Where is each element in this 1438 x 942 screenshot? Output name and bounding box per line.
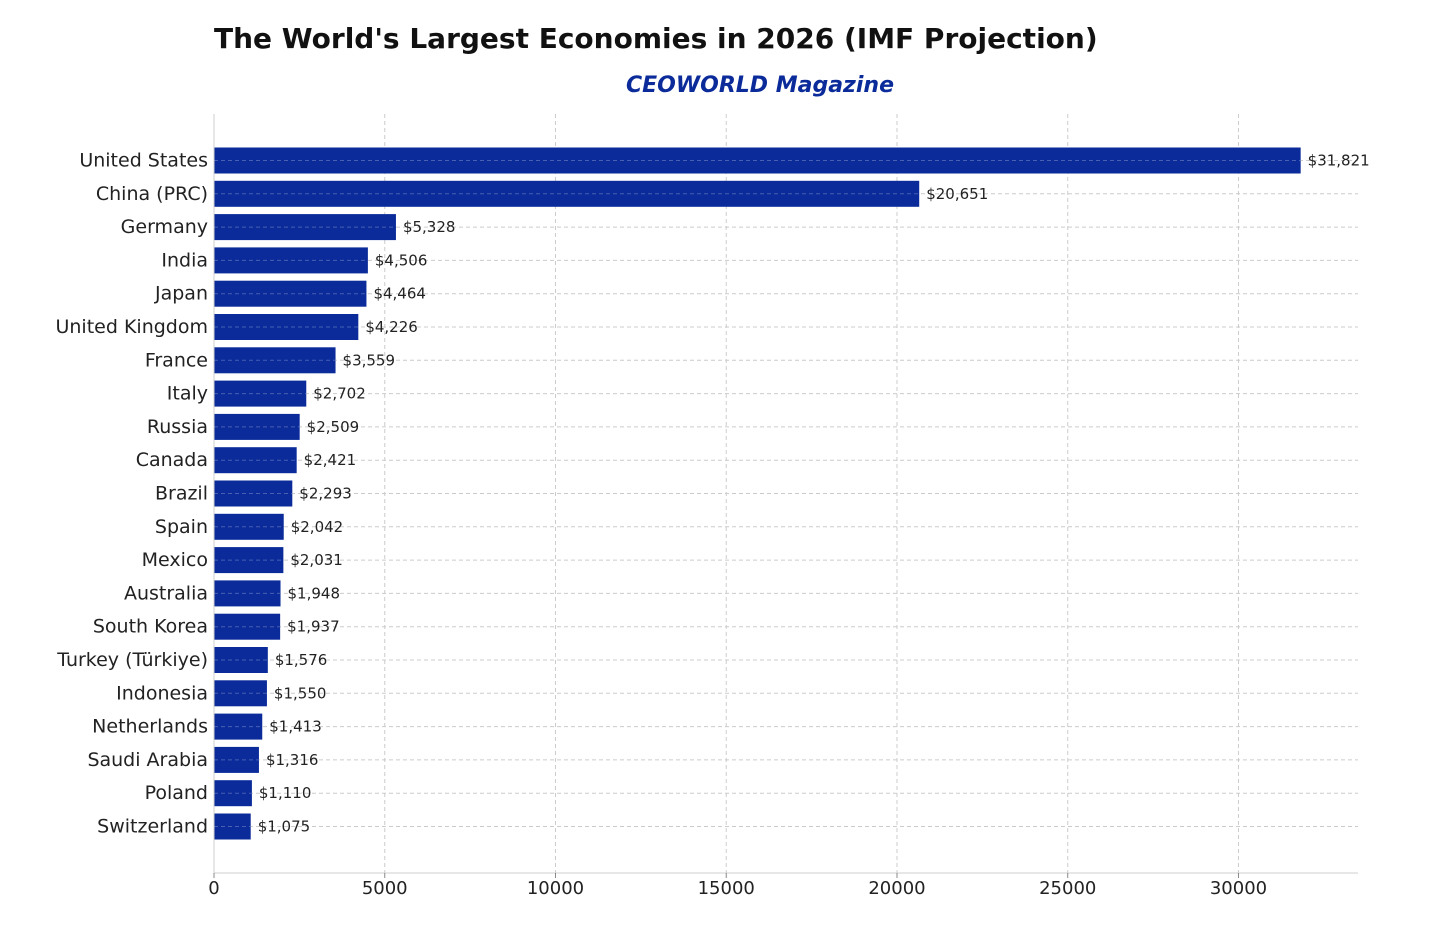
bar (214, 214, 396, 241)
bar (214, 613, 281, 640)
category-label: Netherlands (92, 716, 208, 738)
value-label: $20,651 (926, 185, 988, 203)
bar (214, 447, 297, 474)
value-label: $1,550 (274, 684, 327, 702)
bar (214, 580, 281, 607)
category-label: United States (79, 150, 208, 172)
category-label: Italy (167, 383, 208, 405)
category-label: Saudi Arabia (87, 749, 208, 771)
category-label: France (145, 349, 208, 371)
x-tick-label: 10000 (527, 878, 584, 899)
category-label: Indonesia (116, 682, 208, 704)
value-label: $31,821 (1308, 152, 1370, 170)
value-label: $1,075 (258, 818, 311, 836)
value-label: $1,413 (269, 718, 322, 736)
bar (214, 746, 259, 773)
value-label: $2,509 (307, 418, 360, 436)
category-label: China (PRC) (96, 183, 208, 205)
bar (214, 413, 300, 440)
value-label: $1,948 (288, 584, 341, 602)
bar (214, 147, 1301, 174)
value-label: $4,464 (373, 285, 426, 303)
bar (214, 380, 307, 407)
value-label: $5,328 (403, 218, 456, 236)
value-label: $1,316 (266, 751, 319, 769)
bars: United States $31,821 China (PRC) $20,651 Ge… (55, 147, 1370, 840)
value-label: $2,031 (290, 551, 343, 569)
category-label: South Korea (93, 616, 208, 638)
value-label: $3,559 (343, 351, 396, 369)
value-label: $4,226 (365, 318, 418, 336)
value-label: $1,576 (275, 651, 328, 669)
category-label: India (161, 249, 208, 271)
bar (214, 647, 268, 673)
category-label: Switzerland (97, 816, 208, 838)
bar (214, 314, 359, 340)
bar (214, 680, 267, 707)
chart-subtitle: CEOWORLD Magazine (626, 73, 894, 98)
value-label: $2,042 (291, 518, 344, 536)
bar (214, 480, 293, 507)
bar (214, 547, 284, 574)
bar (214, 513, 284, 540)
category-label: Spain (155, 516, 208, 538)
value-label: $2,421 (304, 451, 357, 469)
category-label: Russia (147, 416, 208, 438)
chart-title: The World's Largest Economies in 2026 (I… (214, 22, 1098, 55)
x-tick-label: 5000 (362, 878, 408, 899)
value-label: $1,110 (259, 784, 312, 802)
value-label: $2,293 (299, 485, 352, 503)
category-label: Japan (154, 283, 208, 305)
category-label: Brazil (155, 483, 208, 505)
bar (214, 713, 263, 740)
x-tick-label: 20000 (868, 878, 925, 899)
category-label: Canada (136, 449, 208, 471)
value-label: $2,702 (313, 385, 366, 403)
bar (214, 247, 368, 274)
category-label: United Kingdom (55, 316, 208, 338)
category-label: Mexico (142, 549, 208, 571)
bar (214, 347, 336, 374)
bar (214, 780, 252, 807)
category-label: Australia (124, 582, 208, 604)
bar (214, 180, 920, 207)
value-label: $4,506 (375, 251, 428, 269)
x-tick-label: 0 (208, 878, 219, 899)
x-axis: 0 5000 10000 15000 20000 25000 30000 (208, 114, 1358, 899)
category-label: Poland (145, 782, 208, 804)
bar (214, 813, 251, 840)
bar (214, 280, 367, 307)
x-tick-label: 25000 (1039, 878, 1096, 899)
x-tick-label: 30000 (1210, 878, 1267, 899)
category-label: Germany (121, 216, 208, 238)
value-label: $1,937 (287, 618, 340, 636)
category-label: Turkey (Türkiye) (56, 649, 208, 671)
x-tick-label: 15000 (698, 878, 755, 899)
